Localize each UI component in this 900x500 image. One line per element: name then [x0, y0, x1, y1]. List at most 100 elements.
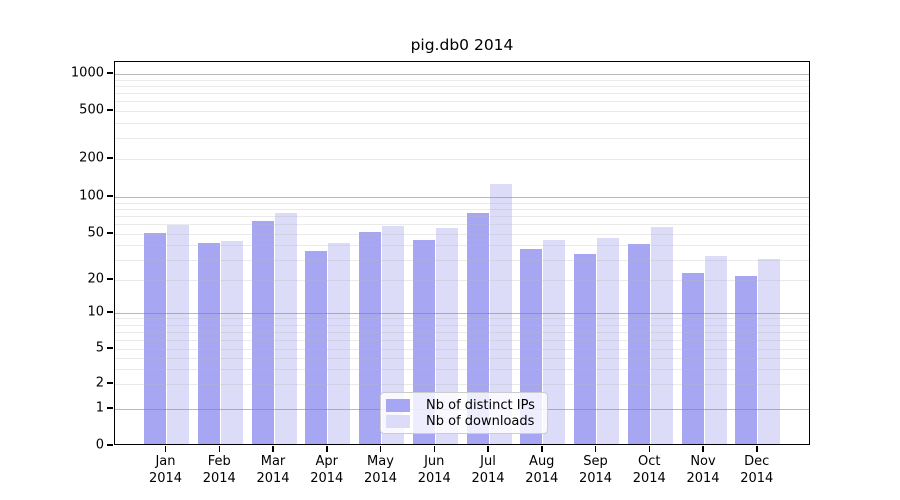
minor-gridline — [115, 384, 809, 385]
bar-downloads — [543, 239, 566, 444]
minor-gridline — [115, 79, 809, 81]
minor-gridline — [115, 216, 809, 218]
bar-downloads — [758, 259, 781, 444]
x-axis-tick — [594, 446, 597, 452]
y-axis-tick — [107, 382, 113, 384]
x-tick-label: Feb 2014 — [202, 454, 236, 486]
x-tick-label: Jul 2014 — [471, 454, 505, 486]
bar-downloads — [435, 227, 458, 444]
bar-distinct-ips — [197, 243, 220, 444]
minor-gridline — [115, 85, 809, 87]
minor-gridline — [115, 331, 809, 333]
y-tick-label: 500 — [79, 102, 104, 118]
legend-swatch-downloads — [386, 414, 410, 428]
bar-distinct-ips — [627, 244, 650, 444]
bar-distinct-ips — [251, 220, 274, 444]
bar-distinct-ips — [466, 212, 489, 444]
plot-area — [114, 61, 810, 445]
x-axis-tick — [756, 446, 758, 452]
x-axis-tick — [487, 446, 489, 452]
major-gridline — [115, 197, 809, 198]
x-axis-tick — [164, 446, 167, 452]
minor-gridline — [115, 349, 809, 350]
bar-downloads — [167, 225, 189, 444]
y-axis-tick — [107, 407, 113, 409]
bar-downloads — [328, 243, 351, 444]
y-tick-label: 1 — [95, 400, 104, 416]
minor-gridline — [115, 202, 809, 204]
major-gridline — [115, 74, 809, 75]
minor-gridline — [115, 224, 809, 226]
minor-gridline — [115, 93, 809, 95]
y-axis-tick — [107, 232, 113, 234]
y-axis-tick — [107, 157, 113, 159]
x-tick-label: Jun 2014 — [417, 454, 451, 486]
y-tick-label: 1000 — [70, 65, 104, 81]
x-axis-tick — [648, 446, 650, 452]
legend-label-downloads: Nb of downloads — [426, 413, 535, 429]
x-tick-label: Aug 2014 — [525, 454, 559, 486]
bar-distinct-ips — [144, 233, 166, 444]
minor-gridline — [115, 339, 809, 341]
bar-distinct-ips — [681, 273, 704, 444]
x-axis-tick — [433, 446, 435, 452]
x-tick-label: Nov 2014 — [686, 454, 720, 486]
minor-gridline — [115, 208, 809, 210]
y-axis-tick — [107, 347, 113, 349]
y-axis-tick — [107, 311, 113, 313]
bar-downloads — [704, 256, 727, 444]
x-axis-tick — [272, 446, 274, 452]
bar-downloads — [382, 225, 404, 444]
x-tick-label: Jan 2014 — [148, 454, 183, 486]
legend-item-downloads: Nb of downloads — [386, 414, 539, 429]
minor-gridline — [115, 122, 809, 124]
x-axis-tick — [218, 446, 220, 452]
y-tick-label: 200 — [79, 150, 104, 166]
y-tick-label: 10 — [87, 304, 104, 320]
bar-distinct-ips — [574, 254, 596, 444]
minor-gridline — [115, 280, 809, 281]
x-tick-label: Apr 2014 — [310, 454, 344, 486]
legend-label-distinct-ips: Nb of distinct IPs — [426, 397, 535, 413]
x-axis-tick — [379, 446, 382, 452]
minor-gridline — [115, 324, 809, 326]
x-tick-label: Oct 2014 — [632, 454, 666, 486]
minor-gridline — [115, 259, 809, 261]
y-tick-label: 0 — [95, 437, 104, 453]
x-tick-label: Mar 2014 — [256, 454, 290, 486]
minor-gridline — [115, 357, 809, 359]
x-axis-tick — [702, 446, 704, 452]
x-tick-label: Sep 2014 — [578, 454, 613, 486]
minor-gridline — [115, 318, 809, 320]
y-tick-label: 100 — [79, 188, 104, 204]
bar-downloads — [597, 238, 619, 444]
y-tick-label: 50 — [87, 225, 104, 241]
x-axis-tick — [326, 446, 328, 452]
minor-gridline — [115, 159, 809, 160]
minor-gridline — [115, 101, 809, 103]
bar-distinct-ips — [305, 251, 328, 444]
y-axis-tick — [107, 72, 113, 74]
bar-distinct-ips — [359, 232, 381, 444]
y-axis-tick — [107, 444, 113, 446]
x-axis-tick — [541, 446, 543, 452]
bar-downloads — [220, 240, 243, 444]
legend-swatch-distinct-ips — [386, 398, 410, 412]
y-tick-label: 2 — [95, 375, 104, 391]
legend-item-distinct-ips: Nb of distinct IPs — [386, 398, 539, 413]
y-tick-label: 5 — [95, 340, 104, 356]
minor-gridline — [115, 368, 809, 370]
y-axis-tick — [107, 109, 113, 111]
chart-title: pig.db0 2014 — [410, 36, 514, 54]
bar-distinct-ips — [735, 275, 758, 444]
minor-gridline — [115, 137, 809, 139]
minor-gridline — [115, 245, 809, 247]
y-tick-label: 20 — [87, 271, 104, 287]
major-gridline — [115, 313, 809, 314]
legend: Nb of distinct IPs Nb of downloads — [380, 392, 548, 434]
x-tick-label: Dec 2014 — [740, 454, 774, 486]
y-axis-tick — [107, 195, 113, 197]
minor-gridline — [115, 234, 809, 235]
y-axis-tick — [107, 278, 113, 280]
bar-downloads — [274, 212, 297, 444]
